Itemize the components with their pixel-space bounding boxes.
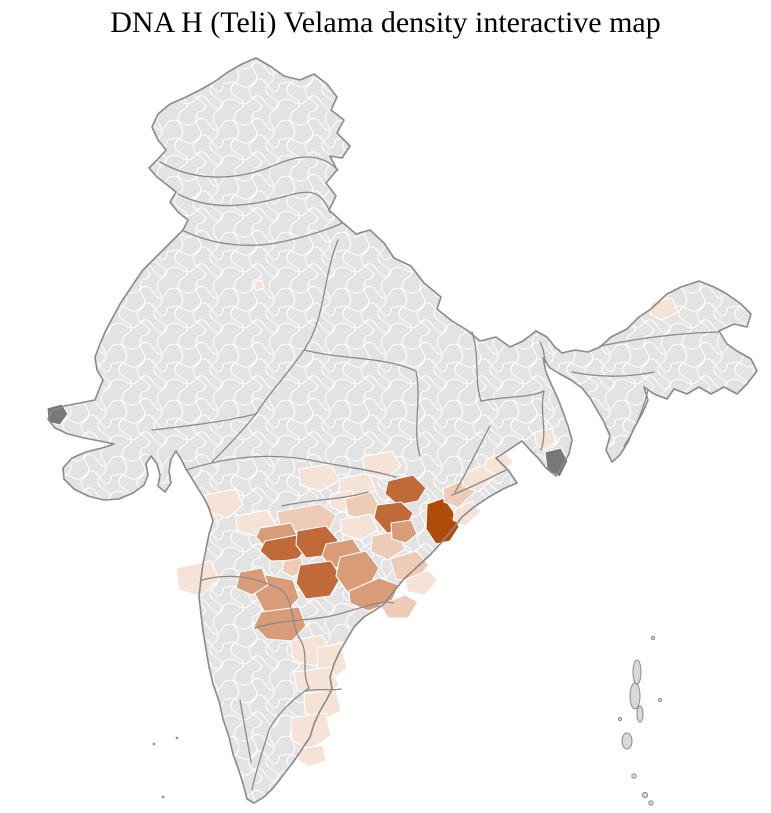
island [617,716,623,722]
no-data-patches [46,403,569,478]
district-shape[interactable] [297,744,327,768]
island [636,705,644,723]
district-shape[interactable] [404,569,439,596]
density-districts [175,279,679,768]
state-border [571,371,655,377]
district-shape[interactable] [534,427,557,451]
district-shape[interactable] [175,560,220,597]
state-border [185,455,397,478]
state-border [183,222,343,246]
state-border [599,331,719,347]
island [629,682,641,710]
island [632,659,642,685]
lakshadweep-islands [152,736,179,799]
district-mesh [48,58,757,803]
district-shape[interactable] [298,463,341,492]
district-shape[interactable] [339,513,379,541]
state-border [454,425,491,493]
island [648,800,654,806]
state-border [304,688,342,692]
state-border [415,370,421,457]
state-border [201,575,283,591]
district-shape[interactable] [252,279,265,292]
state-border [540,390,545,451]
island [631,773,637,779]
state-border [480,390,545,402]
state-border [211,413,257,463]
state-border [151,413,257,431]
sundarbans-patch[interactable] [544,447,569,478]
island [175,736,179,740]
district-shape[interactable] [384,474,427,506]
island [641,791,649,799]
island [152,742,156,746]
state-border [471,331,482,402]
andaman-nicobar-islands [617,635,663,806]
island [657,697,663,703]
state-border [303,349,417,372]
island [161,795,165,799]
island [621,732,633,750]
district-shape[interactable] [390,519,418,544]
district-shape[interactable] [295,560,342,600]
state-border [159,156,339,178]
district-shape[interactable] [379,594,419,619]
state-border [451,469,507,496]
district-shape[interactable] [361,450,402,480]
state-border [281,491,369,507]
island [650,635,656,641]
state-border [254,601,394,629]
state-border [281,589,310,689]
district-shape[interactable] [344,491,382,522]
state-border [239,699,252,763]
district-shape[interactable] [235,567,269,596]
district-shape[interactable] [290,712,332,750]
map-title: DNA H (Teli) Velama density interactive … [110,6,661,39]
state-border [251,687,310,791]
state-border [177,191,331,213]
district-shape[interactable] [204,488,244,519]
state-borders [151,156,719,791]
